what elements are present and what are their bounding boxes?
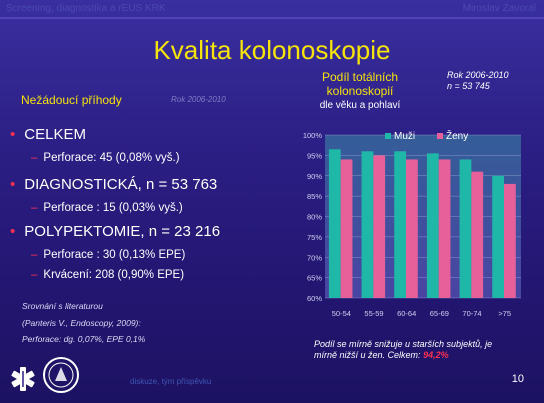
x-tick-label: 70-74: [462, 309, 481, 318]
chart-subtitle: dle věku a pohlaví: [319, 100, 401, 111]
list-subitem-poly-krvaceni: – Krvácení: 208 (0,90% EPE): [31, 269, 184, 281]
bar-male: [459, 159, 472, 298]
footer-text: diskuze, tým příspěvku: [130, 377, 212, 386]
list-subitem-diag-perforace: – Perforace : 15 (0,03% vyš.): [31, 202, 183, 214]
list-item-diagnosticka: • DIAGNOSTICKÁ, n = 53 763: [10, 176, 217, 193]
list-subitem-label: Perforace : 30 (0,13% EPE): [43, 249, 186, 261]
bar-male: [426, 153, 439, 298]
x-tick-label: >75: [498, 309, 511, 318]
dash-icon: –: [31, 202, 38, 214]
bullet-icon: •: [10, 223, 16, 240]
bar-female: [438, 159, 451, 298]
list-item-celkem: • CELKEM: [10, 126, 86, 143]
dash-icon: –: [31, 152, 38, 164]
header-right-text: Miroslav Zavoral: [462, 3, 536, 14]
list-subitem-label: Perforace : 15 (0,03% vyš.): [43, 202, 183, 214]
slide-title: Kvalita kolonoskopie: [153, 35, 391, 65]
list-subitem-celkem-perforace: – Perforace: 45 (0,08% vyš.): [31, 152, 180, 164]
chart-footnote: Podíl se mírně snižuje u starších subjek…: [314, 339, 492, 361]
legend-label: Muži: [394, 131, 415, 142]
header-left-text: Screening, diagnostika a rEUS KRK: [6, 3, 166, 14]
bar-female: [340, 159, 353, 298]
y-tick-label: 65%: [307, 274, 322, 283]
university-seal-icon: [43, 357, 79, 393]
list-subitem-label: Perforace: 45 (0,08% vyš.): [43, 152, 180, 164]
y-tick-label: 95%: [307, 151, 322, 160]
chart-note-period: Rok 2006-2010: [447, 70, 509, 80]
y-tick-label: 85%: [307, 192, 322, 201]
header-divider: [0, 17, 544, 19]
chart-footnote-total: 94,2%: [423, 350, 449, 360]
list-subitem-poly-perforace: – Perforace : 30 (0,13% EPE): [31, 249, 185, 261]
x-tick-label: 55-59: [364, 309, 383, 318]
chart-footnote-line1: Podíl se mírně snižuje u starších subjek…: [314, 339, 493, 349]
x-tick-label: 65-69: [430, 309, 449, 318]
section-heading: Nežádoucí příhody: [21, 93, 122, 107]
chart-note: Rok 2006-2010 n = 53 745: [447, 70, 509, 92]
legend-swatch: [385, 133, 391, 139]
legend-label: Ženy: [446, 129, 468, 142]
x-tick-label: 60-64: [397, 309, 416, 318]
bar-female: [373, 155, 386, 298]
y-tick-label: 80%: [307, 213, 322, 222]
bar-female: [504, 183, 516, 298]
y-tick-label: 70%: [307, 253, 322, 262]
y-tick-label: 75%: [307, 233, 322, 242]
literature-values: Perforace: dg. 0,07%, EPE 0,1%: [22, 334, 146, 344]
literature-source: (Panteris V., Endoscopy, 2009):: [22, 318, 141, 328]
chart-note-count: n = 53 745: [447, 81, 490, 91]
list-subitem-label: Krvácení: 208 (0,90% EPE): [43, 269, 185, 281]
dash-icon: –: [31, 269, 38, 281]
list-item-polypektomie: • POLYPEKTOMIE, n = 23 216: [10, 223, 220, 240]
chart-footnote-line2: mírně nižší u žen. Celkem:: [314, 350, 421, 360]
bullet-icon: •: [10, 126, 16, 143]
bullet-icon: •: [10, 176, 16, 193]
bar-female: [406, 159, 418, 298]
bar-chart: 100% 95% 90% 85% 80% 75% 70% 65% 60% 50-54 55-59 60…: [303, 129, 521, 318]
bar-male: [361, 151, 374, 298]
literature-heading: Srovnání s literaturou: [22, 301, 103, 311]
bar-female: [471, 171, 484, 298]
legend-swatch: [437, 133, 443, 139]
star-of-life-logo-icon: [11, 367, 35, 391]
dash-icon: –: [31, 249, 38, 261]
chart-title: Podíl totálních kolonoskopií: [321, 70, 399, 98]
bar-male: [328, 149, 341, 298]
x-tick-label: 50-54: [332, 309, 351, 318]
bar-male: [394, 151, 407, 298]
list-item-label: POLYPEKTOMIE, n = 23 216: [24, 223, 221, 240]
page-number: 10: [511, 373, 524, 385]
y-tick-label: 100%: [303, 131, 323, 140]
y-tick-label: 60%: [307, 294, 322, 303]
section-heading-note: Rok 2006-2010: [171, 95, 226, 104]
bar-male: [492, 175, 505, 298]
list-item-label: CELKEM: [24, 126, 86, 143]
list-item-label: DIAGNOSTICKÁ, n = 53 763: [24, 176, 218, 193]
y-tick-label: 90%: [307, 172, 322, 181]
